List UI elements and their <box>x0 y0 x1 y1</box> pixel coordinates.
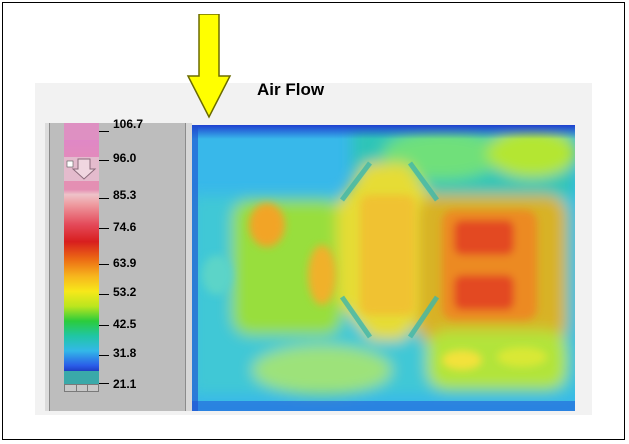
legend-label: 21.1 <box>113 377 137 391</box>
legend-tick <box>99 325 109 326</box>
down-arrow-icon <box>186 14 232 119</box>
legend-tick <box>99 131 109 132</box>
thermal-map <box>192 125 575 411</box>
colorbar-top-segment <box>64 123 99 140</box>
colorbar-bottom-box <box>64 384 99 392</box>
legend-label: 85.3 <box>113 188 137 202</box>
legend-label: 42.5 <box>113 317 137 331</box>
legend-tick <box>99 264 109 265</box>
legend-tick <box>99 160 109 161</box>
legend-label: 106.7 <box>113 117 144 131</box>
colorbar-bottom-segment <box>64 371 99 384</box>
airflow-label: Air Flow <box>257 80 325 99</box>
legend-right-edge <box>185 123 192 411</box>
legend-tick <box>99 355 109 356</box>
legend-left-edge <box>45 123 50 411</box>
legend-label: 53.2 <box>113 285 137 299</box>
legend-tick <box>99 198 109 199</box>
legend-tick <box>99 294 109 295</box>
legend-label: 74.6 <box>113 220 137 234</box>
legend-label: 31.8 <box>113 346 137 360</box>
range-slider-handle[interactable] <box>64 157 99 181</box>
legend-label: 63.9 <box>113 256 137 270</box>
colorbar <box>64 140 99 388</box>
legend-tick <box>99 383 109 384</box>
legend-tick <box>99 228 109 229</box>
legend-label: 96.0 <box>113 151 137 165</box>
